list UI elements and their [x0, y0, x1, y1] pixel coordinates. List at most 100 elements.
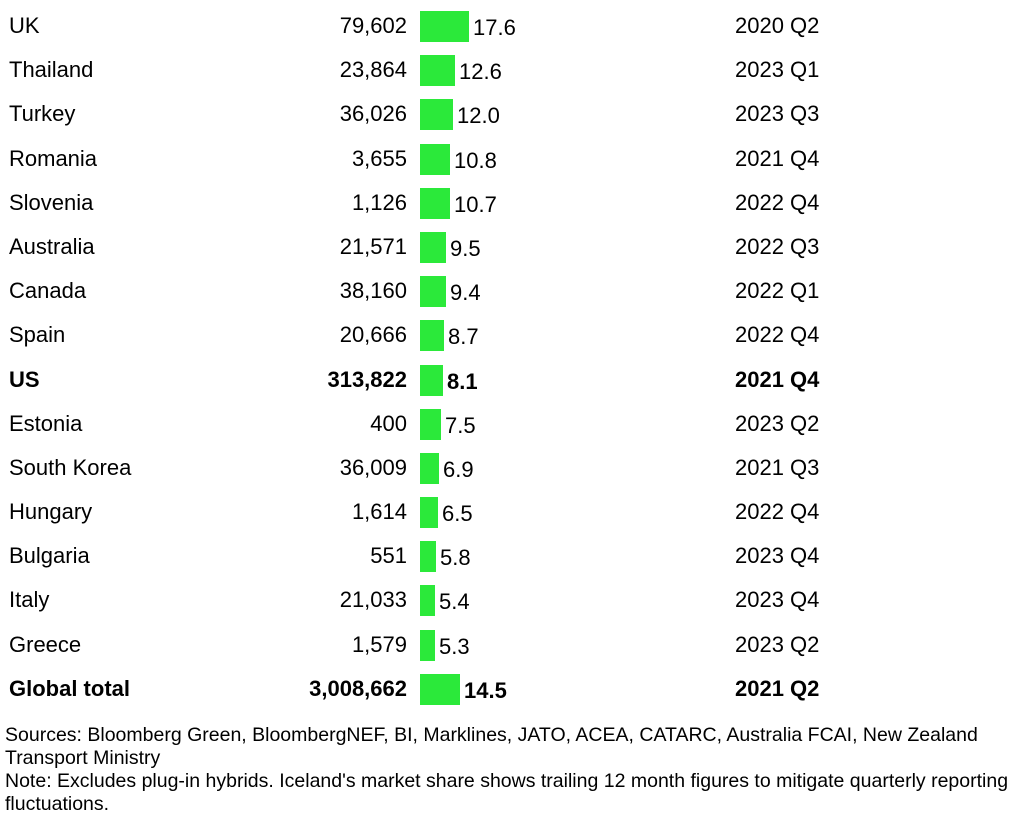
unit-count: 1,126: [351, 189, 407, 215]
share-label: 6.9: [443, 456, 474, 482]
quarter-label: 2023 Q3: [735, 101, 820, 127]
unit-count: 79,602: [339, 13, 407, 38]
unit-count: 21,571: [339, 233, 407, 259]
country-label: Bulgaria: [9, 543, 90, 569]
share-bar: [420, 231, 446, 263]
quarter-label: 2021 Q4: [735, 366, 820, 392]
exclusion-note: Note: Excludes plug-in hybrids. Iceland'…: [5, 770, 1009, 815]
unit-count: 36,026: [339, 101, 407, 127]
unit-count: 36,009: [339, 454, 407, 480]
unit-count: 1,614: [351, 499, 407, 525]
table-row: Greece 1,579 5.3 2023 Q2: [0, 623, 1024, 667]
share-label: 12.6: [459, 59, 502, 85]
table-row: Australia 21,571 9.5 2022 Q3: [0, 225, 1024, 269]
country-label: Italy: [9, 587, 50, 613]
table-row: South Korea 36,009 6.9 2021 Q3: [0, 446, 1024, 490]
unit-count: 21,033: [339, 587, 407, 613]
country-label: Turkey: [9, 101, 76, 127]
quarter-label: 2020 Q2: [735, 13, 820, 38]
country-label: Thailand: [9, 57, 94, 83]
share-bar: [420, 673, 460, 705]
unit-count: 23,864: [339, 57, 407, 83]
share-label: 5.3: [439, 633, 470, 659]
country-label: Estonia: [9, 410, 83, 436]
country-label: Spain: [9, 322, 66, 348]
quarter-label: 2023 Q2: [735, 631, 820, 657]
table-row: Turkey 36,026 12.0 2023 Q3: [0, 92, 1024, 136]
unit-count: 38,160: [339, 278, 407, 304]
country-label: Canada: [9, 278, 87, 304]
quarter-label: 2023 Q1: [735, 57, 820, 83]
share-label: 9.4: [450, 280, 481, 306]
country-label: Slovenia: [9, 189, 94, 215]
unit-count: 400: [370, 410, 407, 436]
table-row: Thailand 23,864 12.6 2023 Q1: [0, 48, 1024, 92]
share-bar: [420, 187, 450, 219]
table-row: Spain 20,666 8.7 2022 Q4: [0, 313, 1024, 357]
share-bar: [420, 497, 438, 529]
unit-count: 20,666: [339, 322, 407, 348]
table-row: Hungary 1,614 6.5 2022 Q4: [0, 490, 1024, 534]
country-label: Global total: [9, 675, 130, 701]
quarter-label: 2022 Q4: [735, 499, 820, 525]
table-row: Italy 21,033 5.4 2023 Q4: [0, 578, 1024, 622]
quarter-label: 2022 Q1: [735, 278, 820, 304]
quarter-label: 2021 Q3: [735, 454, 820, 480]
table-row: Estonia 400 7.5 2023 Q2: [0, 402, 1024, 446]
table-row: Canada 38,160 9.4 2022 Q1: [0, 269, 1024, 313]
share-label: 8.7: [448, 324, 479, 350]
quarter-label: 2021 Q4: [735, 145, 820, 171]
share-bar: [420, 143, 450, 175]
country-label: UK: [9, 13, 40, 38]
country-label: Australia: [9, 233, 95, 259]
share-label: 17.6: [473, 15, 516, 40]
share-bar: [420, 55, 455, 87]
share-bar: [420, 541, 436, 573]
unit-count: 3,008,662: [309, 675, 407, 701]
share-label: 9.5: [450, 235, 481, 261]
share-label: 6.5: [442, 501, 473, 527]
share-label: 10.7: [454, 191, 497, 217]
footnotes: Sources: Bloomberg Green, BloombergNEF, …: [5, 724, 1017, 816]
table-row: Romania 3,655 10.8 2021 Q4: [0, 137, 1024, 181]
quarter-label: 2022 Q3: [735, 233, 820, 259]
sources-note: Sources: Bloomberg Green, BloombergNEF, …: [5, 724, 978, 769]
unit-count: 551: [370, 543, 407, 569]
table-row: Slovenia 1,126 10.7 2022 Q4: [0, 181, 1024, 225]
quarter-label: 2021 Q2: [735, 675, 820, 701]
table-row: UK 79,602 17.6 2020 Q2: [0, 4, 1024, 48]
share-bar: [420, 629, 435, 661]
table-row: Global total 3,008,662 14.5 2021 Q2: [0, 667, 1024, 711]
share-bar: [420, 320, 444, 352]
share-label: 14.5: [464, 677, 507, 703]
table-row: Bulgaria 551 5.8 2023 Q4: [0, 534, 1024, 578]
share-bar: [420, 99, 453, 131]
country-label: US: [9, 366, 40, 392]
country-label: Hungary: [9, 499, 93, 525]
share-bar: [420, 364, 443, 396]
unit-count: 3,655: [351, 145, 407, 171]
share-label: 5.8: [440, 545, 471, 571]
quarter-label: 2022 Q4: [735, 189, 820, 215]
share-label: 5.4: [439, 589, 470, 615]
quarter-label: 2023 Q4: [735, 543, 820, 569]
share-label: 10.8: [454, 147, 497, 173]
ev-share-table: UK 79,602 17.6 2020 Q2 Thailand 23,864 12.6 202…: [0, 4, 1024, 711]
unit-count: 313,822: [327, 366, 407, 392]
quarter-label: 2023 Q2: [735, 410, 820, 436]
share-bar: [420, 452, 439, 484]
country-label: Greece: [9, 631, 82, 657]
quarter-label: 2022 Q4: [735, 322, 820, 348]
share-label: 7.5: [445, 412, 476, 438]
country-label: Romania: [9, 145, 98, 171]
share-bar: [420, 11, 469, 42]
share-bar: [420, 276, 446, 308]
share-bar: [420, 585, 435, 617]
share-label: 12.0: [457, 103, 500, 129]
share-label: 8.1: [447, 368, 478, 394]
table-row: US 313,822 8.1 2021 Q4: [0, 358, 1024, 402]
unit-count: 1,579: [351, 631, 407, 657]
quarter-label: 2023 Q4: [735, 587, 820, 613]
share-bar: [420, 408, 441, 440]
country-label: South Korea: [9, 454, 132, 480]
